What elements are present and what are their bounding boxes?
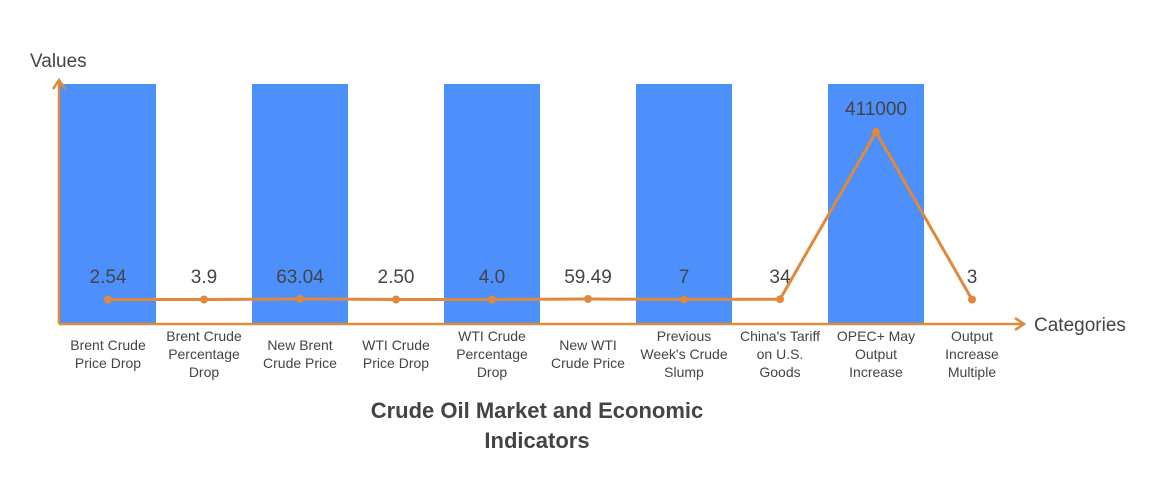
category-label: China's Tariff on U.S. Goods — [740, 328, 820, 380]
data-label: 4.0 — [479, 267, 505, 288]
data-point — [104, 295, 112, 304]
chart-title: Crude Oil Market and Economic Indicators — [371, 398, 704, 453]
category-label: WTI Crude Percentage Drop — [456, 328, 528, 380]
data-label: 7 — [679, 267, 690, 288]
data-point — [488, 295, 496, 304]
category-label: New Brent Crude Price — [263, 337, 337, 371]
line-layer — [104, 128, 976, 304]
bar — [252, 84, 348, 324]
data-label: 2.50 — [378, 267, 415, 288]
y-axis-arrow — [51, 77, 67, 90]
x-axis-title: Categories — [1034, 315, 1126, 336]
data-label: 2.54 — [90, 267, 127, 288]
data-label: 411000 — [845, 99, 907, 120]
bars-layer — [60, 84, 924, 324]
data-point — [872, 128, 880, 136]
category-label: Output Increase Multiple — [945, 328, 999, 380]
category-label: WTI Crude Price Drop — [362, 337, 430, 371]
category-label: Brent Crude Percentage Drop — [166, 328, 242, 380]
data-point — [680, 295, 688, 304]
data-label: 63.04 — [276, 267, 324, 288]
data-label: 34 — [769, 267, 791, 288]
category-label: Previous Week's Crude Slump — [640, 328, 727, 380]
data-point — [296, 295, 304, 303]
labels-layer: 2.54 3.9 63.04 2.50 4.0 59.49 7 34 411000 3 Brent … — [70, 99, 999, 380]
category-label: Brent Crude Price Drop — [70, 337, 146, 371]
data-label: 3.9 — [191, 267, 217, 288]
y-axis-title: Values — [30, 51, 87, 72]
bar — [636, 84, 732, 324]
data-label: 3 — [967, 267, 978, 288]
bar — [444, 84, 540, 324]
x-axis-arrow — [1014, 316, 1027, 332]
bar — [828, 84, 924, 324]
category-label: OPEC+ May Output Increase — [837, 328, 915, 380]
category-label: New WTI Crude Price — [551, 337, 625, 371]
data-label: 59.49 — [564, 267, 612, 288]
data-point — [584, 295, 592, 303]
data-point — [200, 295, 208, 304]
data-point — [968, 295, 976, 304]
data-point — [392, 295, 400, 304]
series-line — [108, 128, 974, 301]
data-point — [776, 295, 784, 304]
axes — [51, 77, 1027, 332]
bar — [60, 84, 156, 324]
